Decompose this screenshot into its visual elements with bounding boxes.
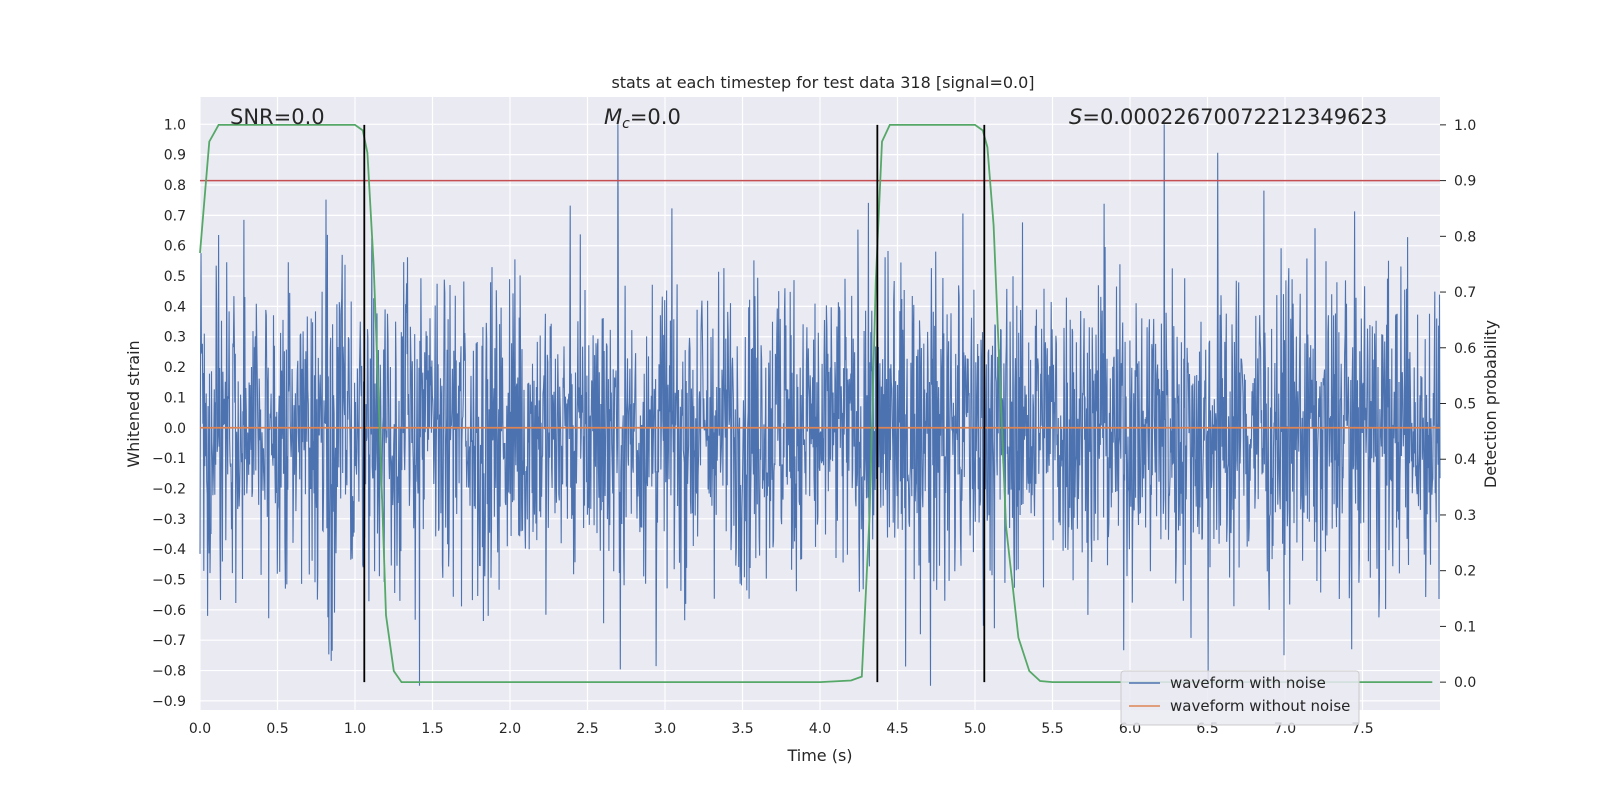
x-tick-label: 3.5 bbox=[731, 721, 753, 737]
y-right-tick-label: 0.7 bbox=[1454, 285, 1476, 301]
overlay-lines bbox=[199, 124, 1440, 683]
y-right-tick-label: 0.4 bbox=[1454, 452, 1476, 468]
y-right-tick-label: 0.2 bbox=[1454, 564, 1476, 580]
noise-waveform bbox=[199, 124, 1441, 686]
y-right-tick-label: 1.0 bbox=[1454, 118, 1476, 134]
y-ticks-left: 1.0 0.9 0.8 0.7 0.6 0.5 0.4 0.3 0.2 0.1 0.0 −0.1 −0.… bbox=[152, 117, 186, 710]
s-annotation: S=0.00022670072212349623 bbox=[1069, 105, 1387, 129]
y-right-tick-label: 0.8 bbox=[1454, 229, 1476, 245]
y-tick-label: −0.7 bbox=[152, 633, 186, 649]
y-axis-label-right: Detection probability bbox=[1481, 320, 1500, 488]
y-tick-label: −0.8 bbox=[152, 664, 186, 680]
x-tick-label: 1.0 bbox=[344, 721, 366, 737]
legend-label-noise: waveform with noise bbox=[1170, 674, 1326, 692]
x-tick-label: 5.0 bbox=[964, 721, 986, 737]
x-axis-label: Time (s) bbox=[786, 746, 852, 765]
y-tick-label: −0.5 bbox=[152, 573, 186, 589]
waveform-with-noise bbox=[199, 124, 1441, 686]
y-tick-label: 0.4 bbox=[164, 299, 186, 315]
y-right-tick-label: 0.5 bbox=[1454, 397, 1476, 413]
chirp-mass-symbol: M bbox=[604, 105, 622, 129]
y-tick-label: −0.4 bbox=[152, 542, 186, 558]
y-axis-label-left: Whitened strain bbox=[124, 340, 143, 467]
snr-annotation: SNR=0.0 bbox=[230, 105, 325, 129]
y-right-tick-label: 0.6 bbox=[1454, 341, 1476, 357]
chirp-mass-subscript: c bbox=[622, 116, 630, 132]
y-ticks-right: 1.0 0.9 0.8 0.7 0.6 0.5 0.4 0.3 0.2 0.1 0.0 bbox=[1440, 118, 1476, 691]
chirp-mass-annotation: Mc=0.0 bbox=[604, 105, 681, 132]
y-tick-label: −0.6 bbox=[152, 603, 186, 619]
s-symbol: S bbox=[1069, 105, 1082, 129]
y-tick-label: 0.6 bbox=[164, 239, 186, 255]
y-right-tick-label: 0.9 bbox=[1454, 174, 1476, 190]
x-tick-label: 4.5 bbox=[886, 721, 908, 737]
legend-label-clean: waveform without noise bbox=[1170, 697, 1350, 715]
x-tick-label: 0.0 bbox=[189, 721, 211, 737]
y-tick-label: 0.7 bbox=[164, 208, 186, 224]
y-tick-label: 0.5 bbox=[164, 269, 186, 285]
x-tick-label: 5.5 bbox=[1041, 721, 1063, 737]
y-tick-label: 1.0 bbox=[164, 117, 186, 133]
x-tick-label: 1.5 bbox=[421, 721, 443, 737]
x-tick-label: 2.0 bbox=[499, 721, 521, 737]
legend-box bbox=[1120, 670, 1360, 726]
y-tick-label: 0.8 bbox=[164, 178, 186, 194]
y-tick-label: −0.1 bbox=[152, 451, 186, 467]
x-tick-label: 2.5 bbox=[576, 721, 598, 737]
chirp-mass-value: =0.0 bbox=[630, 105, 681, 129]
y-tick-label: −0.9 bbox=[152, 694, 186, 710]
y-tick-label: 0.0 bbox=[164, 421, 186, 437]
y-tick-label: 0.1 bbox=[164, 390, 186, 406]
y-tick-label: −0.3 bbox=[152, 512, 186, 528]
s-value: =0.00022670072212349623 bbox=[1082, 105, 1387, 129]
y-tick-label: 0.3 bbox=[164, 330, 186, 346]
y-tick-label: 0.9 bbox=[164, 148, 186, 164]
x-tick-label: 3.0 bbox=[654, 721, 676, 737]
legend: waveform with noise waveform without noi… bbox=[1120, 670, 1360, 726]
y-tick-label: 0.2 bbox=[164, 360, 186, 376]
detection-probability-line bbox=[199, 124, 1433, 683]
y-tick-label: −0.2 bbox=[152, 481, 186, 497]
y-right-tick-label: 0.0 bbox=[1454, 675, 1476, 691]
x-tick-label: 0.5 bbox=[266, 721, 288, 737]
x-tick-label: 4.0 bbox=[809, 721, 831, 737]
chart-title: stats at each timestep for test data 318… bbox=[611, 73, 1034, 92]
y-right-tick-label: 0.3 bbox=[1454, 508, 1476, 524]
y-right-tick-label: 0.1 bbox=[1454, 619, 1476, 635]
